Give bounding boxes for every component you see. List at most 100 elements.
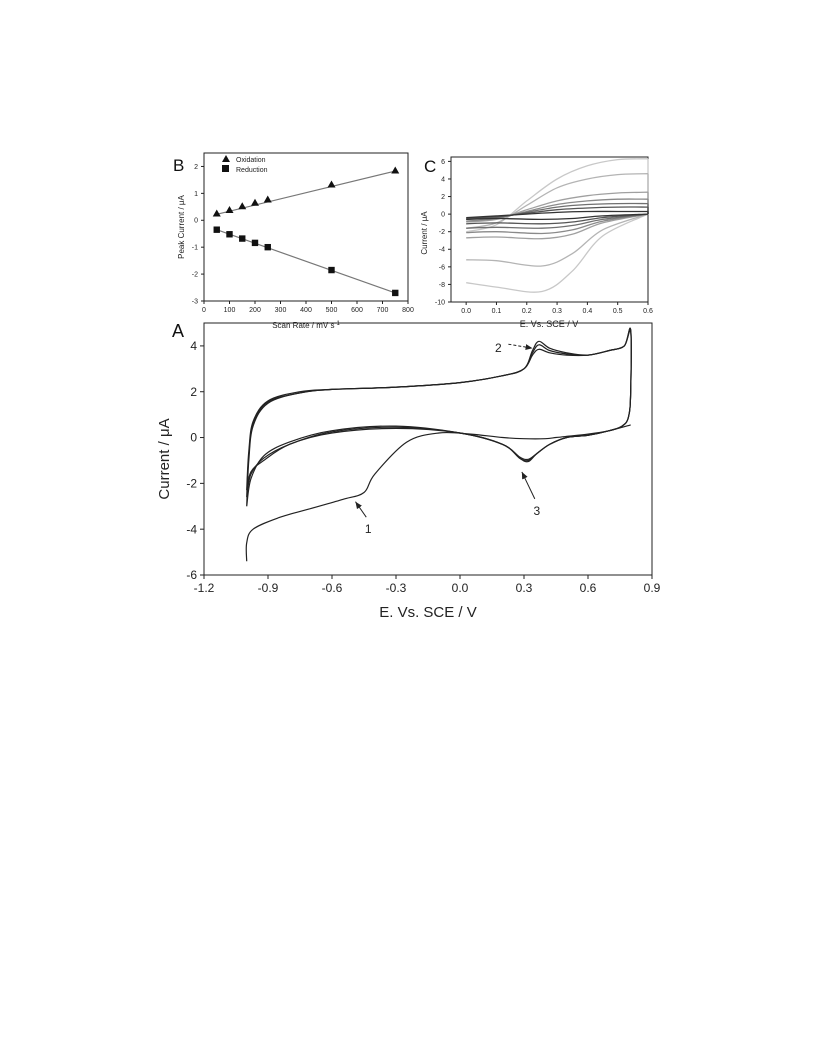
panel-c-x-tick-label: 0.5 xyxy=(613,308,623,315)
cv-first-sweep xyxy=(245,424,631,562)
panel-b-y-tick-label: 0 xyxy=(194,218,198,225)
panel-b-y-tick-label: -3 xyxy=(192,298,198,305)
legend-oxidation-marker xyxy=(222,155,230,162)
oxidation-point xyxy=(251,198,259,206)
oxidation-point xyxy=(391,166,400,174)
panel-b-x-tick-label: 0 xyxy=(202,307,206,314)
panel-a-x-axis-label: E. Vs. SCE / V xyxy=(379,604,477,621)
panel-c-y-tick-label: 6 xyxy=(441,159,445,166)
panel-b-x-tick-label: 600 xyxy=(351,307,363,314)
panel-c-x-axis-label: E. Vs. SCE / V xyxy=(520,319,579,329)
panel-a-x-tick-label: 0.3 xyxy=(516,581,533,595)
reduction-point xyxy=(213,226,220,233)
scan-rate-curve-upper xyxy=(466,202,649,221)
panel-a-y-tick-label: -2 xyxy=(186,477,197,491)
panel-b-x-axis-label-sup: -1 xyxy=(334,321,340,327)
panel-a-x-tick-label: -0.6 xyxy=(322,581,343,595)
panel-a-letter: A xyxy=(172,321,184,341)
panel-c-y-tick-label: 2 xyxy=(441,194,445,201)
oxidation-point xyxy=(263,195,272,203)
scan-rate-curve-lower xyxy=(466,213,649,240)
panel-b-y-tick-label: -1 xyxy=(192,245,198,252)
fit-line-oxidation xyxy=(216,170,396,215)
scan-rate-curve-lower xyxy=(466,213,649,235)
panel-b-y-ticks: -3 -2 -1 0 1 2 xyxy=(192,164,204,305)
panel-a-curves xyxy=(245,327,632,562)
annotation-label-3: 3 xyxy=(533,504,540,518)
reduction-point xyxy=(328,266,335,274)
annotation-label-2: 2 xyxy=(495,341,502,355)
legend-oxidation-label: Oxidation xyxy=(236,157,266,164)
panel-c-x-tick-label: 0.1 xyxy=(492,308,502,315)
oxidation-point xyxy=(212,209,221,217)
panel-b-x-ticks: 0 100 200 300 400 500 600 700 800 xyxy=(202,301,414,314)
panel-a-x-tick-label: 0.6 xyxy=(580,581,597,595)
panel-c-y-tick-label: -8 xyxy=(439,282,445,289)
panel-c-x-tick-label: 0.0 xyxy=(461,308,471,315)
panel-a-y-tick-label: -4 xyxy=(186,522,197,536)
panel-c-y-axis-label: Current / μA xyxy=(420,211,429,255)
panel-c-y-tick-label: -2 xyxy=(439,229,445,236)
annotation-arrow-2 xyxy=(508,343,533,351)
reduction-point xyxy=(239,235,246,242)
panel-a-x-tick-label: -0.3 xyxy=(386,581,407,595)
fit-line-reduction xyxy=(216,229,396,294)
panel-b-legend: Oxidation Reduction xyxy=(222,155,268,174)
panel-c-x-tick-label: 0.2 xyxy=(522,308,532,315)
panel-c-curves xyxy=(466,158,649,293)
reduction-point xyxy=(226,231,233,238)
panel-b-y-axis-label: Peak Current / μA xyxy=(177,194,186,258)
reduction-point xyxy=(264,243,271,251)
panel-a-x-tick-label: 0.9 xyxy=(644,581,661,595)
panel-c-frame xyxy=(450,156,649,303)
panel-c-letter: C xyxy=(424,157,436,176)
panel-b-x-axis-label: Scan Rate / mV s-1 xyxy=(272,321,340,330)
panel-c-scan-rate-voltammograms: C 0.0 0.1 0.2 0.3 0.4 0.5 0.6 -10-8-6-4-20246 … xyxy=(420,156,653,329)
panel-b-y-tick-label: 2 xyxy=(194,164,198,171)
panel-b-y-tick-label: 1 xyxy=(194,191,198,198)
legend-reduction-label: Reduction xyxy=(236,167,268,174)
scan-rate-curve-lower xyxy=(466,213,649,221)
panel-a-y-tick-label: 0 xyxy=(190,431,197,445)
reduction-point xyxy=(251,239,259,247)
panel-b-x-tick-label: 200 xyxy=(249,307,261,314)
scan-rate-curve-upper xyxy=(466,191,649,223)
panel-a-x-tick-label: -0.9 xyxy=(258,581,279,595)
panel-b-x-tick-label: 400 xyxy=(300,307,312,314)
panel-c-y-tick-label: -4 xyxy=(439,247,445,254)
panel-c-y-ticks: -10 -8 -6 -4 -2 0 2 4 6 xyxy=(435,159,451,306)
reduction-point xyxy=(392,289,399,297)
panel-a-annotations: 1 2 3 xyxy=(355,341,540,536)
scan-rate-curve-upper xyxy=(466,210,648,219)
scan-rate-curve-lower xyxy=(466,213,649,225)
panel-c-x-tick-label: 0.3 xyxy=(552,308,562,315)
panel-a-x-tick-label: 0.0 xyxy=(452,581,469,595)
panel-a-y-ticks: -6 -4 -2 0 2 4 xyxy=(186,339,204,582)
oxidation-point xyxy=(238,202,247,210)
panel-a-y-tick-label: -6 xyxy=(186,568,197,582)
cv-cycle-3 xyxy=(246,327,632,491)
panel-a-y-tick-label: 4 xyxy=(190,339,197,353)
panel-b-fit-lines xyxy=(216,170,396,294)
panel-b-y-tick-label: -2 xyxy=(192,272,198,279)
panel-a-x-tick-label: -1.2 xyxy=(194,581,215,595)
scan-rate-curve-lower xyxy=(466,213,649,267)
panel-b-x-tick-label: 300 xyxy=(275,307,287,314)
scan-rate-curve-upper xyxy=(466,206,649,220)
panel-b-letter: B xyxy=(173,156,184,175)
scan-rate-curve-upper xyxy=(466,158,649,233)
annotation-arrow-1 xyxy=(355,501,367,518)
panel-b-oxidation-reduction-plot: B 0 100 200 300 400 500 600 700 800 -3 -2 -1 0 1 2 Ox… xyxy=(173,152,414,330)
panel-a-cyclic-voltammogram: A -1.2 -0.9 -0.6 -0.3 0.0 0.3 0.6 0.9 -6 -4 -2 0 2 4… xyxy=(156,321,661,621)
panel-b-x-tick-label: 700 xyxy=(377,307,389,314)
oxidation-point xyxy=(225,206,234,214)
scan-rate-curve-lower xyxy=(466,213,649,293)
oxidation-point xyxy=(327,180,336,188)
panel-b-x-tick-label: 100 xyxy=(224,307,236,314)
panel-a-y-axis-label: Current / μA xyxy=(156,418,173,499)
panel-b-x-axis-label-main: Scan Rate / mV s xyxy=(272,321,334,330)
scan-rate-curve-lower xyxy=(466,213,649,229)
panel-a-x-ticks: -1.2 -0.9 -0.6 -0.3 0.0 0.3 0.6 0.9 xyxy=(194,575,661,595)
panel-c-y-tick-label: 0 xyxy=(441,212,445,219)
